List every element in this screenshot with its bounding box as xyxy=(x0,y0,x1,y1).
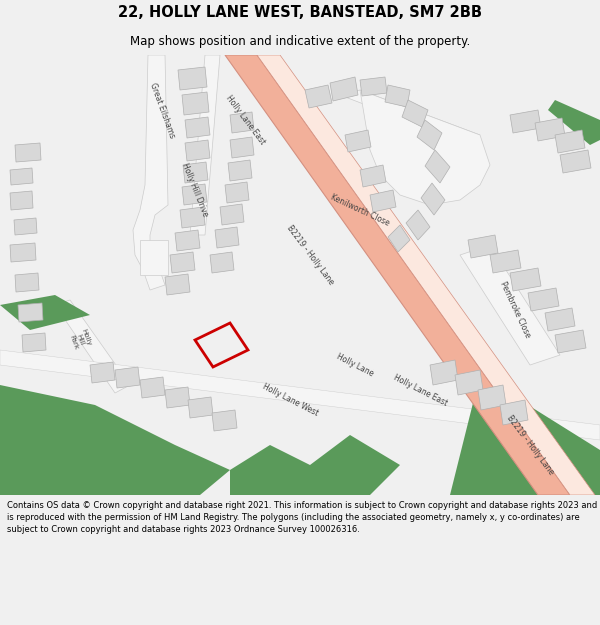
Text: Holly Lane: Holly Lane xyxy=(335,352,375,378)
Polygon shape xyxy=(230,137,254,158)
Polygon shape xyxy=(510,110,541,133)
Polygon shape xyxy=(460,245,560,365)
Polygon shape xyxy=(560,150,591,173)
Polygon shape xyxy=(228,160,252,181)
Polygon shape xyxy=(115,367,140,388)
Text: B2219 - Holly Lane: B2219 - Holly Lane xyxy=(505,414,555,476)
Text: Holly Lane West: Holly Lane West xyxy=(260,382,319,418)
Polygon shape xyxy=(385,85,410,107)
Polygon shape xyxy=(430,360,458,385)
Polygon shape xyxy=(548,100,600,145)
Polygon shape xyxy=(388,225,410,252)
Polygon shape xyxy=(230,112,254,133)
Text: B2219 - Holly Lane: B2219 - Holly Lane xyxy=(285,224,335,286)
Polygon shape xyxy=(330,77,358,101)
Polygon shape xyxy=(215,227,239,248)
Polygon shape xyxy=(182,184,207,205)
Polygon shape xyxy=(133,55,168,290)
Polygon shape xyxy=(10,191,33,210)
Polygon shape xyxy=(417,120,442,150)
Polygon shape xyxy=(140,240,168,275)
Polygon shape xyxy=(182,92,209,115)
Polygon shape xyxy=(535,118,565,141)
Polygon shape xyxy=(528,288,559,311)
Polygon shape xyxy=(230,435,400,495)
Text: Contains OS data © Crown copyright and database right 2021. This information is : Contains OS data © Crown copyright and d… xyxy=(7,501,598,534)
Polygon shape xyxy=(220,204,244,225)
Polygon shape xyxy=(0,385,230,495)
Polygon shape xyxy=(165,387,190,408)
Text: 22, HOLLY LANE WEST, BANSTEAD, SM7 2BB: 22, HOLLY LANE WEST, BANSTEAD, SM7 2BB xyxy=(118,4,482,19)
Polygon shape xyxy=(170,252,195,273)
Polygon shape xyxy=(360,90,490,205)
Polygon shape xyxy=(305,85,332,108)
Polygon shape xyxy=(55,300,130,393)
Polygon shape xyxy=(345,130,371,152)
Polygon shape xyxy=(15,143,41,162)
Polygon shape xyxy=(225,182,249,203)
Polygon shape xyxy=(14,218,37,235)
Polygon shape xyxy=(406,210,430,240)
Polygon shape xyxy=(185,140,210,161)
Polygon shape xyxy=(10,168,33,185)
Polygon shape xyxy=(0,350,600,440)
Polygon shape xyxy=(340,90,480,143)
Polygon shape xyxy=(183,162,208,183)
Polygon shape xyxy=(421,183,445,215)
Text: Holly Lane East: Holly Lane East xyxy=(392,372,448,408)
Polygon shape xyxy=(0,295,90,330)
Polygon shape xyxy=(178,67,207,90)
Polygon shape xyxy=(190,55,220,235)
Polygon shape xyxy=(188,397,213,418)
Polygon shape xyxy=(22,333,46,352)
Polygon shape xyxy=(402,100,428,127)
Polygon shape xyxy=(185,117,210,138)
Polygon shape xyxy=(468,235,498,258)
Polygon shape xyxy=(478,385,506,410)
Text: Map shows position and indicative extent of the property.: Map shows position and indicative extent… xyxy=(130,35,470,48)
Polygon shape xyxy=(360,165,386,187)
Polygon shape xyxy=(140,377,165,398)
Polygon shape xyxy=(555,130,585,153)
Polygon shape xyxy=(212,410,237,431)
Polygon shape xyxy=(165,274,190,295)
Polygon shape xyxy=(180,207,205,228)
Polygon shape xyxy=(370,190,396,212)
Polygon shape xyxy=(175,230,200,251)
Polygon shape xyxy=(360,77,387,96)
Polygon shape xyxy=(450,375,600,495)
Polygon shape xyxy=(490,250,521,273)
Text: Pembroke Close: Pembroke Close xyxy=(498,281,532,339)
Polygon shape xyxy=(257,55,595,495)
Polygon shape xyxy=(555,330,586,353)
Polygon shape xyxy=(90,362,115,383)
Text: Holly Hill Drive: Holly Hill Drive xyxy=(180,162,210,218)
Polygon shape xyxy=(425,150,450,183)
Polygon shape xyxy=(18,303,43,322)
Polygon shape xyxy=(210,252,234,273)
Polygon shape xyxy=(500,400,528,425)
Text: Holly
Hill
Park: Holly Hill Park xyxy=(68,328,92,352)
Polygon shape xyxy=(225,55,570,495)
Text: Kenilworth Close: Kenilworth Close xyxy=(329,192,391,228)
Polygon shape xyxy=(510,268,541,291)
Polygon shape xyxy=(545,308,575,331)
Text: Holly Lane East: Holly Lane East xyxy=(224,94,266,146)
Polygon shape xyxy=(10,243,36,262)
Polygon shape xyxy=(455,370,483,395)
Polygon shape xyxy=(15,273,39,292)
Text: Great Eilshams: Great Eilshams xyxy=(148,81,176,139)
